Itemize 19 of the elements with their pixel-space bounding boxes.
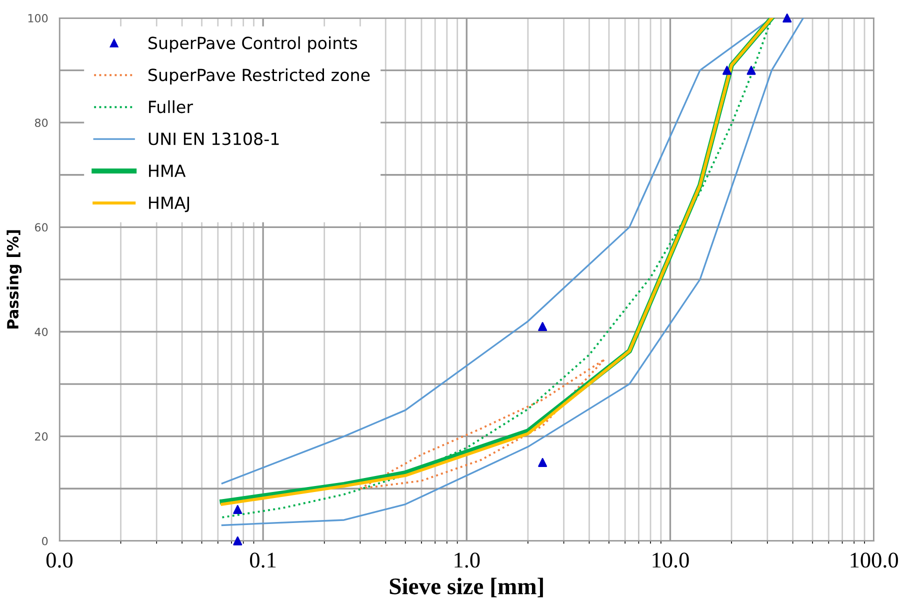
x-tick-label: 1.0 bbox=[454, 552, 480, 568]
legend-label: Fuller bbox=[149, 100, 194, 114]
x-tick-label: 10.0 bbox=[652, 552, 689, 568]
y-tick-label: 100 bbox=[28, 14, 48, 22]
x-axis-title: Sieve size [mm] bbox=[390, 578, 543, 598]
x-tick-label: 0.1 bbox=[250, 552, 276, 568]
y-tick-label: 60 bbox=[35, 223, 48, 232]
y-tick-label: 0 bbox=[42, 536, 48, 546]
y-axis-title: Passing [%] bbox=[6, 230, 22, 329]
x-tick-label: 100.0 bbox=[850, 552, 898, 568]
x-tick-label: 0.0 bbox=[46, 552, 73, 568]
y-tick-label: 80 bbox=[34, 118, 48, 127]
legend-label: SuperPave Restricted zone bbox=[148, 68, 370, 84]
legend-label: HMAJ bbox=[149, 196, 190, 212]
legend-label: HMA bbox=[149, 164, 186, 177]
legend-label: UNI EN 13108-1 bbox=[148, 132, 279, 146]
y-tick-label: 40 bbox=[34, 328, 48, 336]
y-tick-label: 20 bbox=[35, 432, 48, 441]
legend-label: SuperPave Control points bbox=[148, 36, 358, 52]
